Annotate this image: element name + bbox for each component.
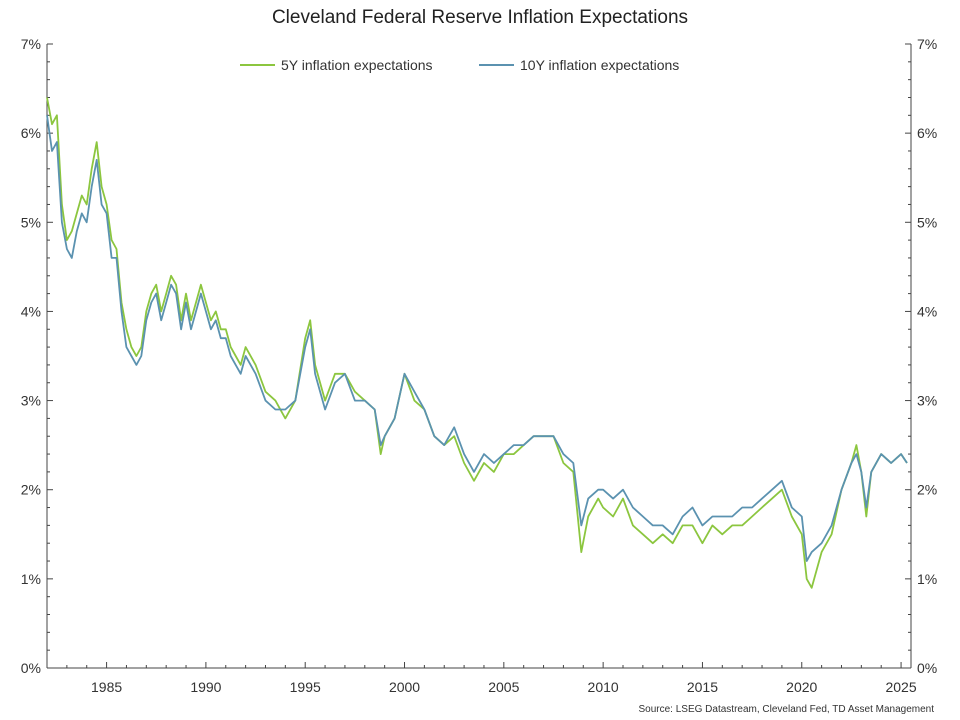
x-ticks: 1985 1990 1995 2000 2005 2010 2015 2020 2025 — [46, 662, 917, 695]
y-tick-label-right: 7% — [917, 36, 937, 52]
y-tick-label-left: 6% — [21, 125, 41, 141]
y-tick-label-right: 1% — [917, 571, 937, 587]
y-ticks: 0% 0% 1% 1% 2% 2% 3% 3% 4% 4% 5% 5% 6% 6% 7% 7% — [21, 36, 937, 676]
y-tick-label-left: 7% — [21, 36, 41, 52]
legend-label-10y: 10Y inflation expectations — [520, 57, 679, 73]
y-tick-label-right: 6% — [917, 125, 937, 141]
x-tick-label: 2015 — [687, 679, 718, 695]
x-tick-label: 2010 — [588, 679, 619, 695]
chart-title: Cleveland Federal Reserve Inflation Expe… — [272, 7, 688, 28]
y-tick-label-left: 1% — [21, 571, 41, 587]
y-tick-label-right: 5% — [917, 214, 937, 230]
series-lines — [46, 97, 908, 589]
source-note: Source: LSEG Datastream, Cleveland Fed, … — [638, 704, 934, 715]
x-tick-label: 2025 — [885, 679, 916, 695]
y-tick-label-right: 0% — [917, 660, 937, 676]
y-tick-label-left: 4% — [21, 303, 41, 319]
x-tick-label: 2005 — [488, 679, 519, 695]
x-tick-label: 1990 — [190, 679, 221, 695]
legend: 5Y inflation expectations 10Y inflation … — [240, 57, 679, 73]
y-tick-label-right: 4% — [917, 303, 937, 319]
y-tick-label-left: 2% — [21, 482, 41, 498]
x-tick-label: 2020 — [786, 679, 817, 695]
y-tick-label-right: 3% — [917, 393, 937, 409]
y-tick-label-left: 5% — [21, 214, 41, 230]
x-tick-label: 1985 — [91, 679, 122, 695]
series-line-5y — [46, 97, 908, 589]
y-tick-label-left: 3% — [21, 393, 41, 409]
series-line-10y — [46, 115, 908, 562]
legend-label-5y: 5Y inflation expectations — [281, 57, 433, 73]
y-tick-label-left: 0% — [21, 660, 41, 676]
x-tick-label: 1995 — [290, 679, 321, 695]
x-tick-label: 2000 — [389, 679, 420, 695]
y-tick-label-right: 2% — [917, 482, 937, 498]
